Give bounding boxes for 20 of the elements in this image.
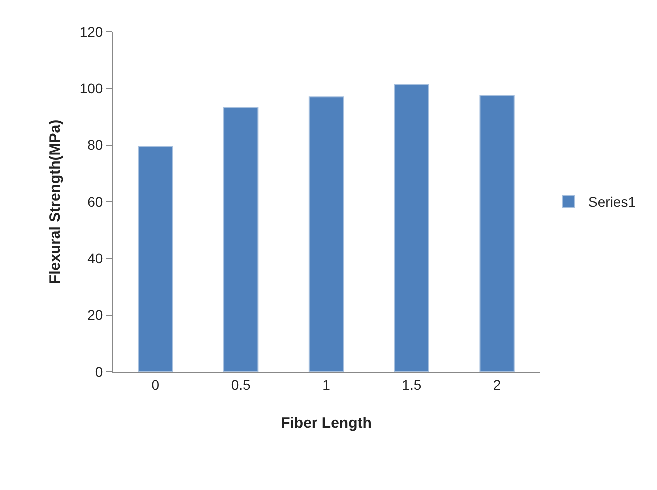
x-tick-label: 0.5 xyxy=(231,376,252,393)
y-tick-label: 120 xyxy=(80,24,104,40)
x-axis-title: Fiber Length xyxy=(281,414,372,432)
x-tick-label: 2 xyxy=(493,376,502,393)
x-tick-label: 0 xyxy=(152,376,160,393)
x-tick-label: 1 xyxy=(322,376,331,393)
y-tick-label: 80 xyxy=(88,137,104,154)
y-tick-label: 20 xyxy=(88,307,104,324)
y-tick-label: 0 xyxy=(95,364,104,380)
bar xyxy=(480,96,515,372)
bar xyxy=(224,107,259,372)
y-tick-label: 100 xyxy=(80,80,104,97)
bar xyxy=(138,146,174,372)
bar xyxy=(394,84,430,372)
bar xyxy=(308,96,344,372)
x-tick-label: 1.5 xyxy=(402,376,422,393)
legend-label: Series1 xyxy=(588,194,636,210)
y-tick-label: 60 xyxy=(88,194,104,210)
y-tick-label: 40 xyxy=(88,250,104,267)
y-axis-title: Flexural Strength(MPa) xyxy=(47,120,64,284)
